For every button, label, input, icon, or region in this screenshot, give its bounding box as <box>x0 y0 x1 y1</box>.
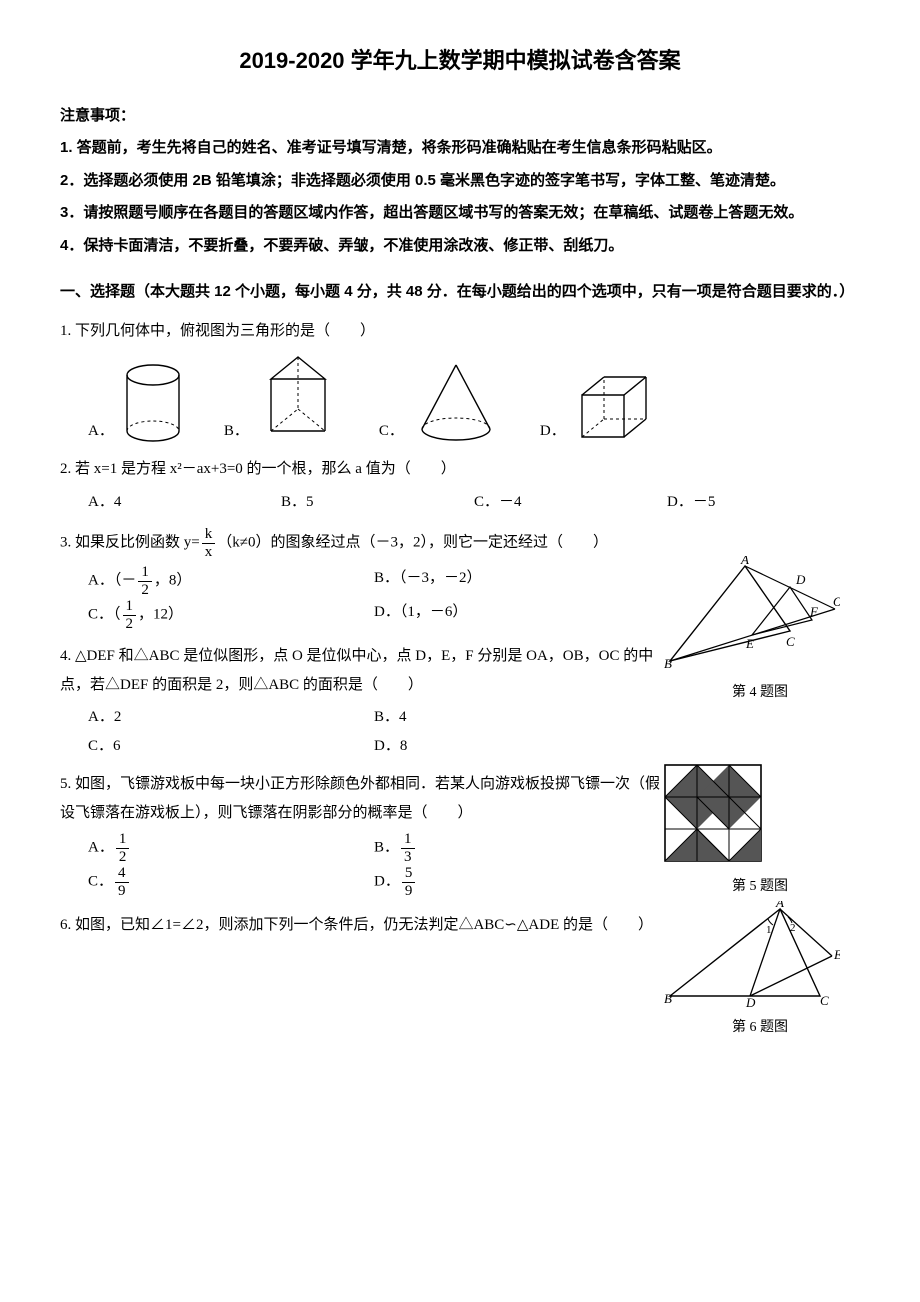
q4-opt-a: A．2 <box>88 703 374 732</box>
cube-icon <box>574 371 660 445</box>
notice-label: 注意事项： <box>60 107 135 124</box>
q4-opt-c: C．6 <box>88 732 374 761</box>
q2-opt-a: A．4 <box>88 488 281 517</box>
q5-caption: 第 5 题图 <box>660 874 860 901</box>
q3-opt-d: D．（1，－6） <box>374 598 660 632</box>
q3-frac: kx <box>202 526 216 560</box>
q3-options-row2: C．（12，12） D．（1，－6） <box>88 598 660 632</box>
instruction-2: 2．选择题必须使用 2B 铅笔填涂；非选择题必须使用 0.5 毫米黑色字迹的签字… <box>60 167 860 196</box>
svg-text:D: D <box>745 995 756 1010</box>
q1-shapes: A． B． C． D． <box>88 351 860 445</box>
svg-text:C: C <box>820 993 829 1008</box>
q5-opt-c: C．49 <box>88 865 374 899</box>
cylinder-icon <box>122 363 184 445</box>
page-title: 2019-2020 学年九上数学期中模拟试卷含答案 <box>60 40 860 82</box>
q3-options-row1: A．（－12，8） B．（－3，－2） <box>88 564 660 598</box>
svg-text:A: A <box>740 556 749 567</box>
svg-text:F: F <box>809 604 819 619</box>
q3-opt-c: C．（12，12） <box>88 598 374 632</box>
q4-options-row2: C．6 D．8 <box>88 732 660 761</box>
instruction-3: 3．请按照题号顺序在各题目的答题区域内作答，超出答题区域书写的答案无效；在草稿纸… <box>60 199 860 228</box>
q4-stem: 4. △DEF 和△ABC 是位似图形，点 O 是位似中心，点 D，E，F 分别… <box>60 642 660 699</box>
q4-opt-d: D．8 <box>374 732 660 761</box>
q2-opt-c: C．－4 <box>474 488 667 517</box>
q5-options-row1: A．12 B．13 <box>88 831 660 865</box>
svg-text:E: E <box>745 636 754 651</box>
q1-stem: 1. 下列几何体中，俯视图为三角形的是（ ） <box>60 317 860 346</box>
q1-label-a: A． <box>88 417 114 446</box>
q3-stem-post: （k≠0）的图象经过点（－3，2），则它一定还经过（ ） <box>217 535 608 551</box>
q5-opt-a: A．12 <box>88 831 374 865</box>
q6-stem: 6. 如图，已知∠1=∠2，则添加下列一个条件后，仍无法判定△ABC∽△ADE … <box>60 911 660 940</box>
q2-stem: 2. 若 x=1 是方程 x²－ax+3=0 的一个根，那么 a 值为（ ） <box>60 455 860 484</box>
q4-opt-b: B．4 <box>374 703 660 732</box>
q3-stem-pre: 3. 如果反比例函数 y= <box>60 535 200 551</box>
q6-figure: A B C D E 1 2 <box>660 901 840 1011</box>
q3-stem: 3. 如果反比例函数 y=kx（k≠0）的图象经过点（－3，2），则它一定还经过… <box>60 526 660 560</box>
q2-options: A．4 B．5 C．－4 D．－5 <box>88 488 860 517</box>
svg-text:E: E <box>833 947 840 962</box>
prism-icon <box>257 351 339 445</box>
q5-figure <box>660 760 770 870</box>
q6-caption: 第 6 题图 <box>660 1015 860 1042</box>
q4-options-row1: A．2 B．4 <box>88 703 660 732</box>
svg-text:D: D <box>795 572 806 587</box>
q5-stem: 5. 如图，飞镖游戏板中每一块小正方形除颜色外都相同．若某人向游戏板投掷飞镖一次… <box>60 770 660 827</box>
q1-label-d: D． <box>540 417 566 446</box>
q5-opt-d: D．59 <box>374 865 660 899</box>
q1-label-c: C． <box>379 417 404 446</box>
cone-icon <box>412 359 500 445</box>
svg-text:1: 1 <box>766 924 772 936</box>
svg-text:B: B <box>664 991 672 1006</box>
instruction-1: 1. 答题前，考生先将自己的姓名、准考证号填写清楚，将条形码准确粘贴在考生信息条… <box>60 134 860 163</box>
q4-figure: A B C D E F O <box>660 556 840 676</box>
q3-opt-b: B．（－3，－2） <box>374 564 660 598</box>
q4-caption: 第 4 题图 <box>660 680 860 707</box>
svg-text:O: O <box>833 594 840 609</box>
q2-opt-d: D．－5 <box>667 488 860 517</box>
q3-opt-a: A．（－12，8） <box>88 564 374 598</box>
q1-label-b: B． <box>224 417 249 446</box>
q5-opt-b: B．13 <box>374 831 660 865</box>
svg-text:A: A <box>775 901 784 910</box>
svg-text:2: 2 <box>790 922 796 934</box>
q2-opt-b: B．5 <box>281 488 474 517</box>
section-1-heading: 一、选择题（本大题共 12 个小题，每小题 4 分，共 48 分．在每小题给出的… <box>60 278 860 307</box>
instruction-4: 4．保持卡面清洁，不要折叠，不要弄破、弄皱，不准使用涂改液、修正带、刮纸刀。 <box>60 232 860 261</box>
svg-text:C: C <box>786 634 795 649</box>
svg-text:B: B <box>664 656 672 671</box>
q5-options-row2: C．49 D．59 <box>88 865 660 899</box>
